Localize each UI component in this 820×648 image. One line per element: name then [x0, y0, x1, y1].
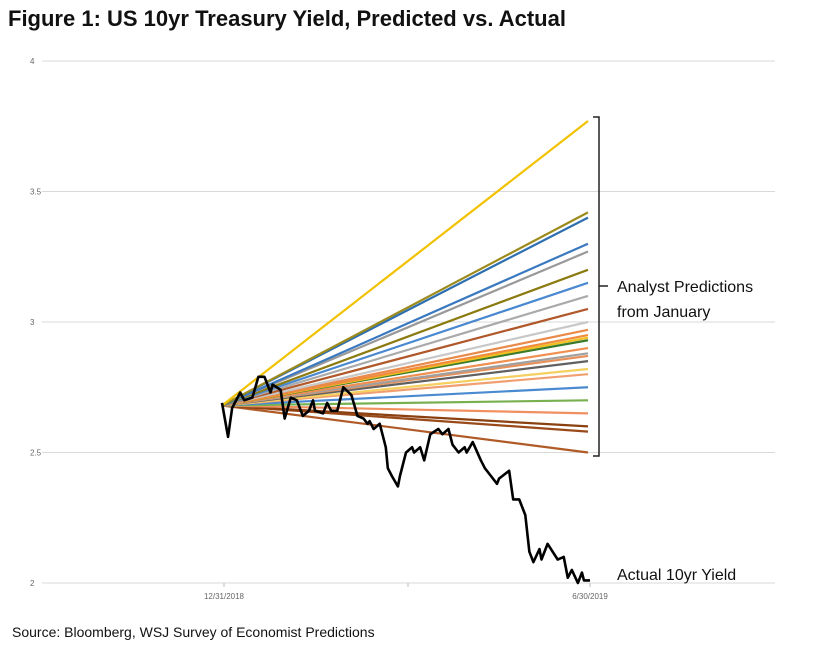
chart-title: Figure 1: US 10yr Treasury Yield, Predic… [8, 6, 566, 31]
prediction-line [221, 328, 589, 407]
y-tick-label: 2.5 [30, 449, 42, 458]
prediction-line [221, 250, 589, 407]
source-note: Source: Bloomberg, WSJ Survey of Economi… [12, 624, 375, 640]
prediction-line [221, 211, 589, 407]
predictions-bracket [593, 116, 608, 457]
prediction-line [221, 294, 589, 407]
annotation-actual: Actual 10yr Yield [617, 567, 736, 584]
y-tick-label: 2 [30, 579, 35, 588]
y-tick-label: 4 [30, 57, 35, 66]
prediction-line [221, 307, 589, 407]
prediction-line [221, 320, 589, 407]
prediction-line [221, 281, 589, 407]
annotation-predictions-2: from January [617, 304, 710, 321]
actual-yield-line [220, 375, 591, 585]
prediction-line [221, 268, 589, 407]
prediction-line [221, 242, 589, 407]
x-tick-label: 12/31/2018 [204, 592, 245, 601]
prediction-line [221, 120, 589, 407]
annotation-predictions-1: Analyst Predictions [617, 279, 753, 296]
y-tick-label: 3 [30, 318, 35, 327]
y-tick-label: 3.5 [30, 188, 42, 197]
prediction-line [221, 347, 589, 407]
x-tick-label: 6/30/2019 [572, 592, 608, 601]
